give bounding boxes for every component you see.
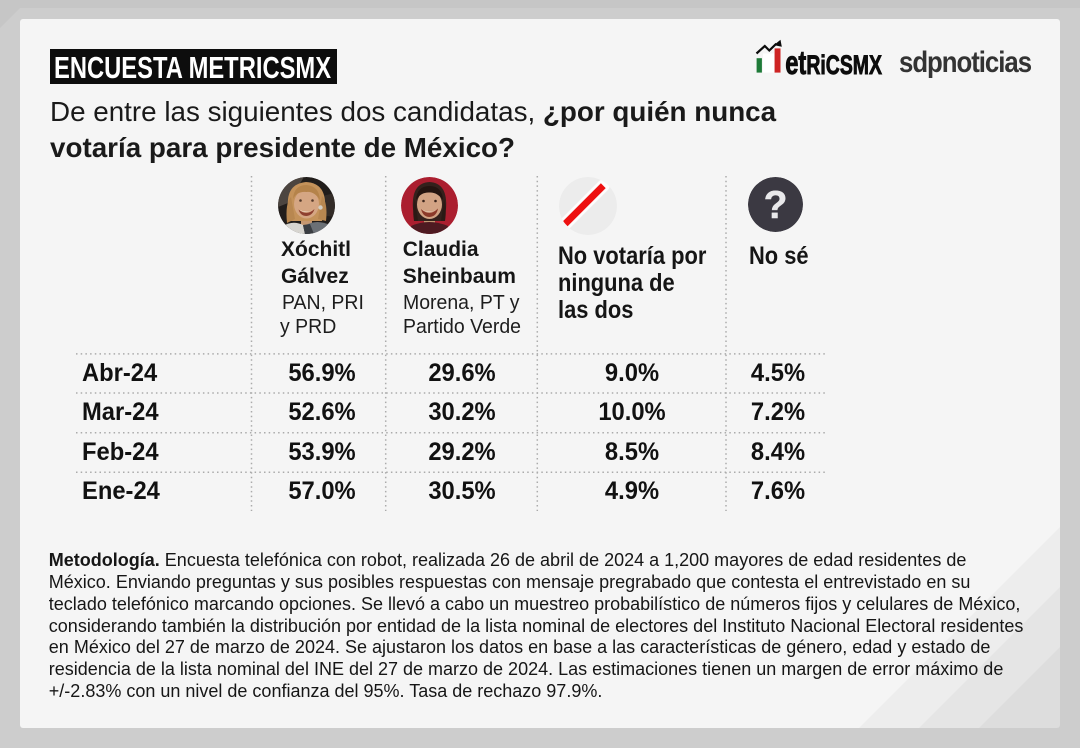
svg-text:etRiCSMX: etRiCSMX [785,45,882,82]
svg-text:?: ? [763,184,787,227]
